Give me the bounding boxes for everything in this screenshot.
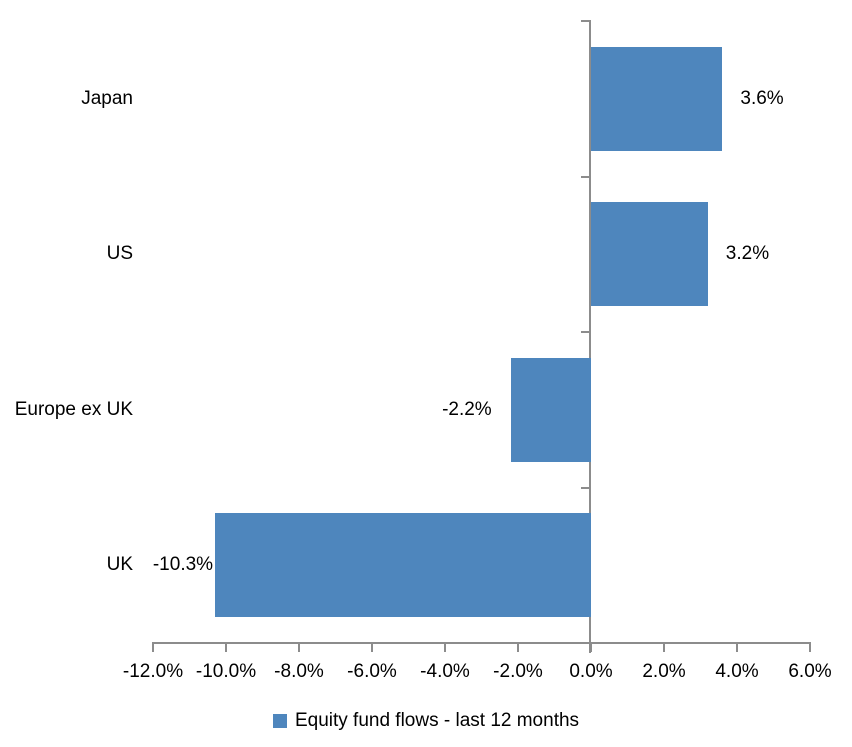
x-axis-tick	[809, 642, 811, 652]
x-axis-tick-label: -10.0%	[195, 661, 257, 682]
data-label: -2.2%	[442, 398, 492, 420]
bar-uk	[215, 513, 591, 618]
category-label: UK	[106, 554, 133, 576]
bar-europe-ex-uk	[510, 357, 591, 462]
data-label: 3.2%	[725, 243, 770, 265]
x-axis-tick-label: 6.0%	[788, 661, 832, 682]
x-axis-tick	[152, 642, 154, 652]
legend-label: Equity fund flows - last 12 months	[294, 710, 580, 731]
data-label: -10.3%	[152, 554, 214, 576]
x-axis-line	[152, 642, 811, 644]
legend: Equity fund flows - last 12 months	[0, 710, 852, 732]
x-axis-tick-label: 2.0%	[642, 661, 686, 682]
x-axis-tick	[298, 642, 300, 652]
y-axis-tick	[581, 331, 591, 333]
y-axis-tick	[581, 642, 591, 644]
x-axis-tick	[590, 642, 592, 652]
y-axis-tick	[581, 486, 591, 489]
legend-marker-icon	[272, 714, 287, 728]
x-axis-tick-label: -8.0%	[274, 661, 324, 682]
y-axis-tick	[581, 175, 591, 178]
x-axis-tick	[225, 642, 227, 652]
y-axis-tick	[581, 20, 591, 22]
x-axis-tick	[444, 642, 446, 652]
x-axis-tick-label: -6.0%	[347, 661, 397, 682]
x-axis-tick-label: -4.0%	[420, 661, 470, 682]
category-label: Europe ex UK	[14, 398, 133, 420]
x-axis-tick	[663, 642, 665, 652]
bar-japan	[591, 46, 723, 151]
x-axis-tick	[517, 642, 519, 652]
x-axis-tick	[371, 642, 373, 652]
bar-us	[591, 202, 708, 307]
x-axis-tick-label: -12.0%	[122, 661, 184, 682]
x-axis-tick	[736, 642, 738, 652]
data-label: 3.6%	[740, 87, 784, 109]
x-axis-tick-label: 0.0%	[569, 661, 613, 682]
category-label: Japan	[81, 87, 133, 109]
x-axis-tick-label: -2.0%	[493, 661, 543, 682]
x-axis-tick-label: 4.0%	[715, 661, 759, 682]
y-axis-line	[589, 21, 591, 653]
category-label: US	[106, 243, 133, 265]
